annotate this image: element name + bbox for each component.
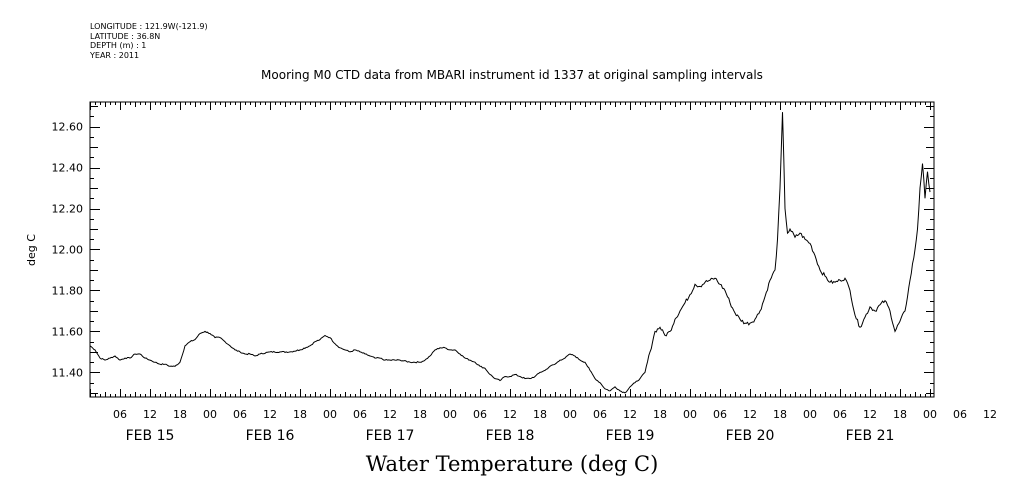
x-hour-label: 18	[413, 408, 427, 421]
x-hour-label: 06	[953, 408, 967, 421]
x-hour-label: 12	[743, 408, 757, 421]
x-day-label: FEB 15	[126, 428, 175, 444]
x-hour-label: 06	[833, 408, 847, 421]
depth-label: DEPTH (m) : 1	[90, 41, 147, 50]
x-hour-label: 18	[293, 408, 307, 421]
y-tick-label: 12.60	[52, 121, 84, 134]
x-hour-label: 00	[923, 408, 937, 421]
x-tick-labels: 06 12 18 00 06 12 18 00 06 12 18 00 06 12 18 00 06 12 18 00…	[113, 408, 997, 444]
latitude-label: LATITUDE : 36.8N	[90, 31, 161, 41]
chart-title: Mooring M0 CTD data from MBARI instrumen…	[261, 68, 763, 82]
x-hour-label: 12	[383, 408, 397, 421]
x-day-label: FEB 17	[366, 428, 415, 444]
x-hour-label: 06	[593, 408, 607, 421]
x-hour-label: 18	[533, 408, 547, 421]
y-tick-label: 11.80	[52, 284, 84, 297]
axis-ticks	[90, 102, 934, 397]
series-line	[89, 112, 931, 394]
y-tick-label: 11.60	[52, 325, 84, 338]
y-axis-label: deg C	[25, 234, 38, 266]
x-hour-label: 18	[773, 408, 787, 421]
x-day-label: FEB 18	[486, 428, 535, 444]
x-hour-label: 00	[563, 408, 577, 421]
y-tick-label: 11.40	[52, 366, 84, 379]
x-hour-label: 12	[503, 408, 517, 421]
x-hour-label: 00	[683, 408, 697, 421]
y-tick-label: 12.00	[52, 244, 84, 257]
x-hour-label: 12	[263, 408, 277, 421]
x-hour-label: 06	[233, 408, 247, 421]
x-hour-label: 06	[473, 408, 487, 421]
x-hour-label: 18	[653, 408, 667, 421]
x-hour-label: 06	[353, 408, 367, 421]
x-hour-label: 00	[323, 408, 337, 421]
x-day-label: FEB 21	[846, 428, 895, 444]
longitude-label: LONGITUDE : 121.9W(-121.9)	[90, 22, 208, 31]
x-hour-label: 06	[113, 408, 127, 421]
plot-frame	[89, 101, 935, 398]
x-hour-label: 18	[893, 408, 907, 421]
x-hour-label: 12	[863, 408, 877, 421]
y-tick-labels: 11.40 11.60 11.80 12.00 12.20 12.40 12.60	[52, 121, 84, 380]
x-hour-label: 00	[803, 408, 817, 421]
x-hour-label: 00	[203, 408, 217, 421]
x-hour-label: 12	[623, 408, 637, 421]
x-hour-label: 00	[443, 408, 457, 421]
metadata-block: LONGITUDE : 121.9W(-121.9) LATITUDE : 36…	[90, 22, 208, 60]
year-label: YEAR : 2011	[90, 50, 140, 60]
y-tick-label: 12.40	[52, 162, 84, 175]
y-tick-label: 12.20	[52, 203, 84, 216]
x-hour-label: 18	[173, 408, 187, 421]
x-day-label: FEB 19	[606, 428, 655, 444]
x-axis-label: Water Temperature (deg C)	[365, 452, 659, 476]
x-hour-label: 12	[143, 408, 157, 421]
x-day-label: FEB 16	[246, 428, 295, 444]
x-day-label: FEB 20	[726, 428, 775, 444]
x-hour-label: 06	[713, 408, 727, 421]
x-hour-label: 12	[983, 408, 997, 421]
